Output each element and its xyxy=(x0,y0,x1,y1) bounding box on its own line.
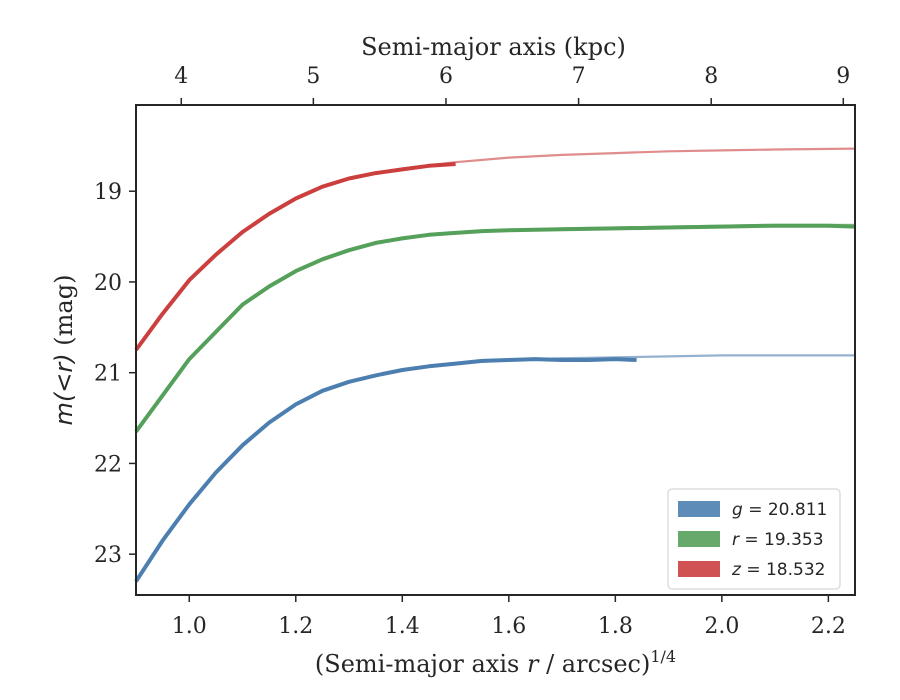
legend-swatch-g xyxy=(678,501,720,517)
y-tick-label: 21 xyxy=(94,362,122,387)
y-axis-label-symbol: m(<r) xyxy=(50,353,78,425)
y-tick-label: 20 xyxy=(94,271,122,296)
x-axis-label-sup: 1/4 xyxy=(650,647,676,666)
x-tick-label: 1.0 xyxy=(172,614,207,639)
series-r-measured-line xyxy=(134,223,856,433)
legend-series-name: g xyxy=(732,500,743,520)
y-tick-label: 19 xyxy=(94,180,122,205)
top-tick-label: 6 xyxy=(439,64,453,89)
x-axis-label-suffix: / arcsec) xyxy=(538,650,650,678)
x-axis-label-prefix: (Semi-major axis xyxy=(315,650,527,678)
y-axis-label-unit: (mag) xyxy=(50,275,78,354)
top-tick-label: 5 xyxy=(306,64,320,89)
left-axis: 19 20 21 22 23 xyxy=(94,180,136,568)
top-axis: 4 5 6 7 8 9 xyxy=(174,64,850,105)
x-tick-label: 1.8 xyxy=(598,614,633,639)
x-tick-label: 2.2 xyxy=(811,614,846,639)
top-tick-label: 4 xyxy=(174,64,188,89)
legend-swatch-z xyxy=(678,561,720,577)
y-axis-label: m(<r) (mag) xyxy=(50,275,78,426)
legend-label-r: r = 19.353 xyxy=(732,530,824,550)
series-g-measured-line xyxy=(134,357,637,583)
legend-series-name: z xyxy=(731,560,742,580)
legend-series-name: r xyxy=(732,530,740,550)
x-axis-label-var: r xyxy=(527,650,540,678)
x-tick-label: 2.0 xyxy=(704,614,739,639)
series-layer xyxy=(134,147,856,583)
legend-label-g: g = 20.811 xyxy=(732,500,827,520)
legend-series-value: = 18.532 xyxy=(741,560,826,580)
y-tick-label: 23 xyxy=(94,543,122,568)
x-axis-label: (Semi-major axis r / arcsec)1/4 xyxy=(315,647,676,678)
series-z-measured-line xyxy=(134,162,456,352)
legend-series-value: = 20.811 xyxy=(743,500,828,520)
bottom-axis: 1.0 1.2 1.4 1.6 1.8 2.0 2.2 xyxy=(172,595,846,639)
series-z-model-line xyxy=(135,147,856,351)
x-tick-label: 1.4 xyxy=(385,614,420,639)
x-tick-label: 1.6 xyxy=(491,614,526,639)
top-tick-label: 8 xyxy=(704,64,718,89)
legend-swatch-r xyxy=(678,531,720,547)
top-tick-label: 9 xyxy=(836,64,850,89)
top-tick-label: 7 xyxy=(572,64,586,89)
top-axis-label: Semi-major axis (kpc) xyxy=(361,33,626,61)
legend-series-value: = 19.353 xyxy=(739,530,824,550)
x-tick-label: 1.2 xyxy=(278,614,313,639)
series-r-model-line xyxy=(135,223,855,433)
legend-label-z: z = 18.532 xyxy=(731,560,825,580)
y-tick-label: 22 xyxy=(94,452,122,477)
plot-frame xyxy=(135,104,856,596)
